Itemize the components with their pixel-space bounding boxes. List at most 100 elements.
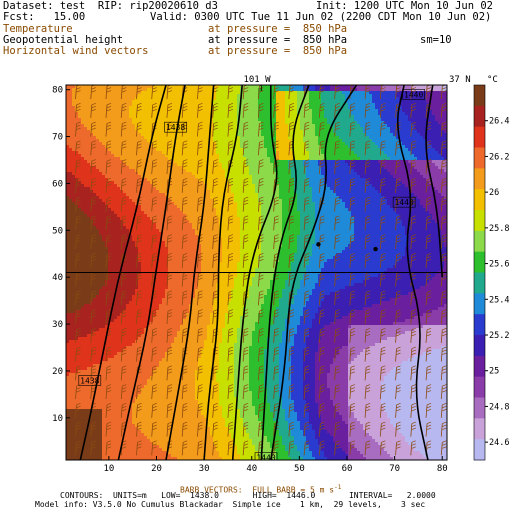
wind-barb <box>212 421 218 437</box>
wind-barb <box>258 215 264 231</box>
colorbar-unit-label: °C <box>487 75 498 85</box>
wind-barb <box>318 140 325 156</box>
barb-legend-text: BARB VECTORS: FULL BARB = 5 m s <box>180 485 335 495</box>
wind-barb <box>273 402 279 418</box>
wind-barb <box>395 159 401 175</box>
wind-barb <box>364 421 371 437</box>
wind-barb <box>334 159 340 175</box>
wind-barb <box>105 365 112 381</box>
wind-barb <box>227 102 234 118</box>
wind-barb <box>181 102 188 118</box>
wind-barb <box>227 252 234 268</box>
wind-barb <box>288 440 295 456</box>
wind-barb <box>197 309 203 325</box>
wind-barb <box>349 402 355 418</box>
wind-barb <box>273 290 279 306</box>
wind-barb <box>242 402 249 418</box>
wind-barb <box>197 102 203 118</box>
wind-barb <box>90 102 96 118</box>
wind-barb <box>120 365 127 381</box>
height-contour <box>397 85 429 460</box>
wind-barb <box>151 440 157 456</box>
wind-barb <box>349 215 355 231</box>
wind-barb <box>273 309 279 325</box>
y-tick-label: 10 <box>52 414 63 424</box>
wind-barb <box>410 252 416 268</box>
wind-barb <box>197 440 203 456</box>
wind-barb <box>136 159 142 175</box>
wind-barb <box>364 327 371 343</box>
wind-barb <box>151 252 157 268</box>
wind-barb <box>364 234 371 250</box>
wind-barb <box>242 365 249 381</box>
wind-barb <box>197 140 203 156</box>
wind-barb <box>151 384 157 400</box>
wind-barb <box>105 102 112 118</box>
colorbar-frame <box>473 84 486 461</box>
wind-barb <box>318 421 325 437</box>
colorbar-tick-label: 26.4 <box>489 117 509 127</box>
wind-barb <box>379 234 386 250</box>
wind-barb <box>410 102 416 118</box>
wind-barb <box>151 196 157 212</box>
wind-barb <box>334 215 340 231</box>
wind-barb <box>364 121 371 137</box>
wind-barb <box>288 421 295 437</box>
field-wind-level: at pressure = 850 hPa <box>208 45 348 57</box>
wind-barb <box>120 309 127 325</box>
wind-barb <box>440 440 447 456</box>
wind-barb <box>410 384 416 400</box>
field-temperature-name: Temperature <box>3 23 73 35</box>
plot-frame <box>65 84 448 461</box>
wind-barb <box>242 421 249 437</box>
colorbar-swatch <box>474 376 485 398</box>
wind-barb <box>197 252 203 268</box>
wind-barb <box>349 234 355 250</box>
wind-barb <box>425 290 432 306</box>
wind-barb <box>120 121 127 137</box>
wind-barb <box>242 159 249 175</box>
wind-barb <box>227 440 234 456</box>
wind-barb <box>318 215 325 231</box>
wind-barb <box>410 140 416 156</box>
wind-barb <box>181 196 188 212</box>
wind-barb <box>90 271 96 287</box>
colorbar-swatch <box>474 147 485 169</box>
wind-barb <box>197 121 203 137</box>
wind-barb <box>334 177 340 193</box>
wind-barb <box>349 177 355 193</box>
y-tick-label: 50 <box>52 226 63 236</box>
wind-barb <box>364 346 371 362</box>
wind-barb <box>395 252 401 268</box>
wind-barb <box>258 196 264 212</box>
wind-barb <box>242 346 249 362</box>
wind-barb <box>440 327 447 343</box>
wind-barb <box>334 421 340 437</box>
wind-barb <box>364 384 371 400</box>
wind-barb <box>181 402 188 418</box>
wind-barb <box>105 159 112 175</box>
wind-barb <box>151 309 157 325</box>
wind-barb <box>75 234 81 250</box>
wind-barb <box>364 177 371 193</box>
wind-barb <box>242 215 249 231</box>
wind-barb <box>303 365 310 381</box>
wind-barb <box>288 159 295 175</box>
height-contour <box>425 85 444 278</box>
wind-barb <box>334 290 340 306</box>
reference-lines <box>66 85 447 273</box>
wind-barb <box>212 215 218 231</box>
wind-barb <box>303 140 310 156</box>
wind-barb <box>105 140 112 156</box>
wind-barb <box>334 234 340 250</box>
smoothing-label: sm=10 <box>420 34 452 46</box>
wind-barb <box>90 252 96 268</box>
wind-barb <box>425 196 432 212</box>
wind-barb <box>425 234 432 250</box>
wind-barb <box>288 234 295 250</box>
wind-barb <box>242 234 249 250</box>
wind-barb <box>364 440 371 456</box>
x-tick-label: 10 <box>103 464 114 474</box>
wind-barb <box>212 140 218 156</box>
colorbar-swatch <box>474 439 485 461</box>
